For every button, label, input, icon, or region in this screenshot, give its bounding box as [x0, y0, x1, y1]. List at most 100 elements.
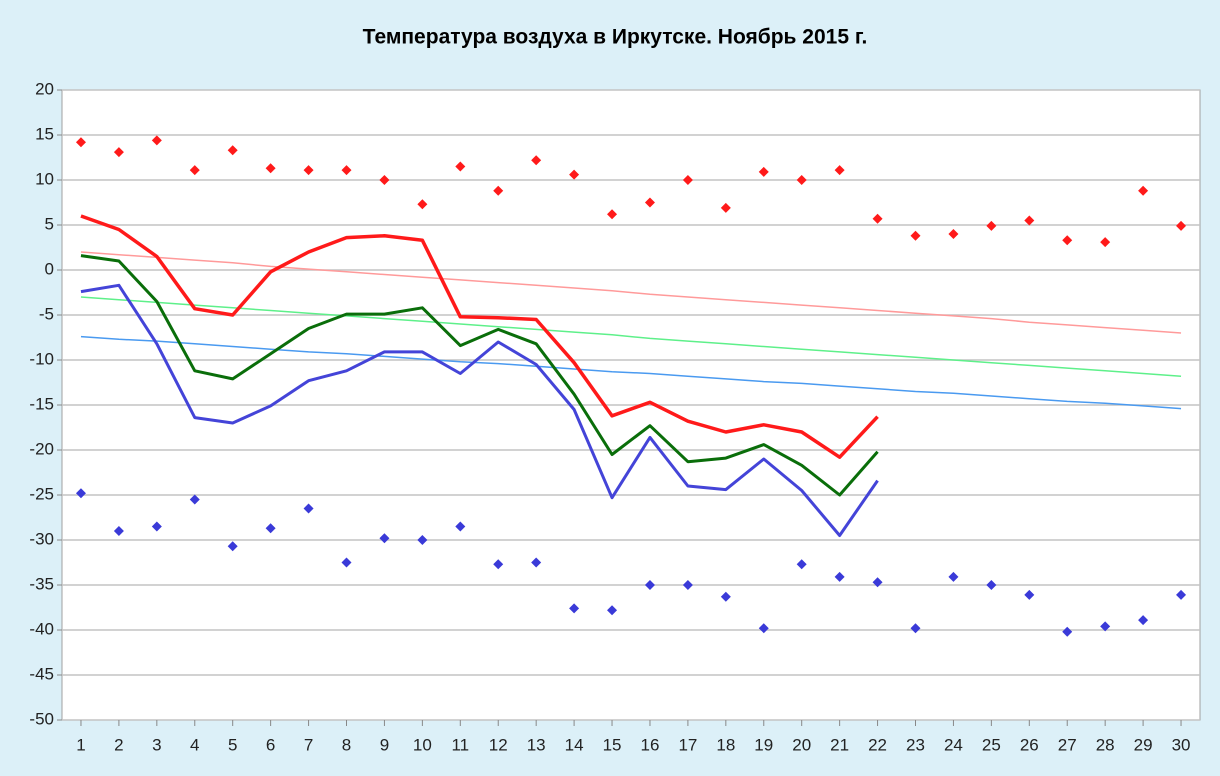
y-tick-label: -35	[29, 574, 54, 593]
record-marker	[75, 488, 86, 499]
record-marker	[1100, 621, 1111, 632]
y-tick-label: -45	[29, 664, 54, 683]
record-marker	[189, 165, 200, 176]
x-tick-label: 15	[603, 735, 622, 754]
record-marker	[303, 165, 314, 176]
x-tick-label: 23	[906, 735, 925, 754]
x-tick-label: 13	[527, 735, 546, 754]
record-marker	[265, 163, 276, 174]
x-tick-label: 29	[1134, 735, 1153, 754]
x-tick-label: 18	[716, 735, 735, 754]
record-marker	[1138, 185, 1149, 196]
x-tick-label: 25	[982, 735, 1001, 754]
record-marker	[531, 155, 542, 166]
record-marker	[113, 147, 124, 158]
x-tick-label: 6	[266, 735, 275, 754]
record-marker	[569, 603, 580, 614]
x-tick-label: 1	[76, 735, 85, 754]
x-tick-label: 10	[413, 735, 432, 754]
y-tick-label: -15	[29, 394, 54, 413]
record-marker	[986, 580, 997, 590]
y-tick-label: -30	[29, 529, 54, 548]
record-marker	[1176, 589, 1187, 600]
record-marker	[227, 541, 238, 552]
record-marker	[265, 523, 276, 534]
record-marker	[379, 533, 390, 544]
record-marker	[720, 202, 731, 213]
y-tick-label: -10	[29, 349, 54, 368]
x-tick-label: 21	[830, 735, 849, 754]
x-tick-label: 5	[228, 735, 237, 754]
series-line	[80, 335, 1182, 410]
record-marker	[417, 535, 428, 545]
record-marker	[227, 145, 238, 156]
record-marker	[341, 557, 352, 568]
x-tick-label: 28	[1096, 735, 1115, 754]
record-marker	[796, 175, 807, 185]
record-marker	[796, 559, 807, 570]
series-line	[80, 251, 1182, 334]
x-tick-label: 9	[380, 735, 389, 754]
series-line	[80, 296, 1182, 377]
series-line	[80, 254, 879, 497]
record-marker	[758, 166, 769, 177]
record-marker	[341, 165, 352, 176]
record-marker	[151, 521, 162, 532]
record-marker	[607, 605, 618, 616]
record-marker	[303, 503, 314, 514]
record-marker	[493, 559, 504, 570]
series-line	[80, 214, 879, 459]
record-marker	[493, 185, 504, 196]
y-tick-label: -50	[29, 709, 54, 728]
record-marker	[948, 571, 959, 582]
x-tick-label: 24	[944, 735, 963, 754]
y-tick-label: -5	[39, 304, 54, 323]
record-marker	[113, 526, 124, 536]
x-tick-label: 16	[641, 735, 660, 754]
x-tick-label: 22	[868, 735, 887, 754]
record-marker	[455, 161, 466, 172]
series-line	[80, 283, 879, 537]
record-marker	[682, 580, 693, 590]
y-tick-label: -20	[29, 439, 54, 458]
record-marker	[948, 229, 959, 239]
x-tick-label: 19	[754, 735, 773, 754]
y-tick-label: -25	[29, 484, 54, 503]
x-tick-label: 20	[792, 735, 811, 754]
y-tick-label: 0	[45, 259, 54, 278]
record-marker	[872, 213, 883, 224]
x-tick-label: 12	[489, 735, 508, 754]
record-marker	[644, 580, 655, 590]
record-marker	[1024, 215, 1035, 226]
x-tick-label: 17	[678, 735, 697, 754]
y-tick-label: 20	[35, 79, 54, 98]
record-marker	[569, 169, 580, 180]
record-marker	[720, 591, 731, 602]
record-marker	[834, 165, 845, 176]
x-tick-label: 2	[114, 735, 123, 754]
record-marker	[1138, 615, 1149, 626]
record-marker	[189, 494, 200, 505]
chart-title: Температура воздуха в Иркутске. Ноябрь 2…	[363, 26, 868, 49]
y-tick-label: 15	[35, 124, 54, 143]
record-marker	[379, 175, 390, 185]
record-marker	[910, 623, 921, 634]
record-marker	[1024, 589, 1035, 600]
record-marker	[607, 209, 618, 220]
record-marker	[758, 623, 769, 634]
record-marker	[1100, 237, 1111, 248]
record-marker	[1062, 626, 1073, 637]
record-marker	[417, 199, 428, 210]
x-tick-label: 7	[304, 735, 313, 754]
record-marker	[455, 521, 466, 532]
x-tick-label: 26	[1020, 735, 1039, 754]
record-marker	[531, 557, 542, 568]
record-marker	[1176, 220, 1187, 231]
x-tick-label: 27	[1058, 735, 1077, 754]
record-marker	[75, 137, 86, 148]
record-marker	[986, 220, 997, 231]
record-marker	[682, 175, 693, 185]
record-marker	[1062, 235, 1073, 246]
record-marker	[834, 571, 845, 582]
